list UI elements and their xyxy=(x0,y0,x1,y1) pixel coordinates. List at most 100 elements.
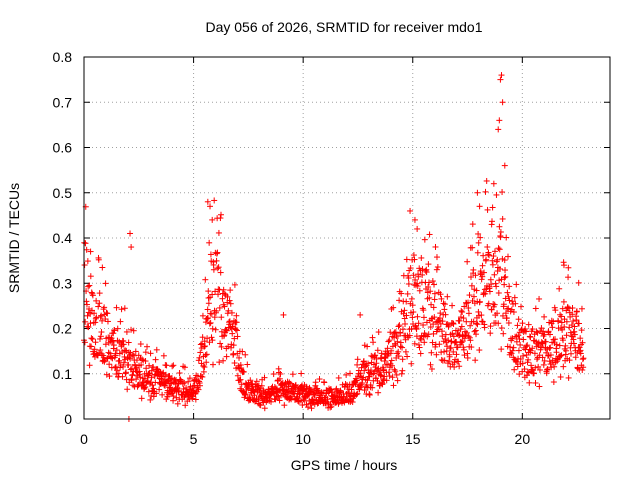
data-point xyxy=(88,343,95,350)
data-point xyxy=(192,396,199,403)
data-point xyxy=(89,336,96,343)
data-point xyxy=(179,380,186,387)
data-point xyxy=(496,246,503,253)
data-point xyxy=(450,348,457,355)
data-point xyxy=(515,347,522,354)
data-point xyxy=(495,290,502,297)
data-point xyxy=(505,293,512,300)
data-point xyxy=(491,301,498,308)
data-point xyxy=(505,319,512,326)
data-point xyxy=(560,337,567,344)
data-point xyxy=(220,286,227,293)
data-point xyxy=(468,282,475,289)
data-point xyxy=(130,382,137,389)
data-point xyxy=(308,405,315,412)
data-point xyxy=(484,206,491,213)
data-point xyxy=(394,377,401,384)
data-point xyxy=(357,370,364,377)
data-point xyxy=(242,391,249,398)
data-point xyxy=(168,380,175,387)
data-point xyxy=(496,117,503,124)
data-point xyxy=(206,239,213,246)
data-point xyxy=(231,360,238,367)
data-point xyxy=(480,290,487,297)
data-point xyxy=(458,339,465,346)
data-point xyxy=(431,296,438,303)
data-point xyxy=(381,373,388,380)
data-point xyxy=(96,335,103,342)
data-point xyxy=(209,337,216,344)
data-point xyxy=(479,262,486,269)
data-point xyxy=(286,379,293,386)
data-point xyxy=(170,397,177,404)
data-point xyxy=(535,363,542,370)
data-point xyxy=(142,358,149,365)
data-point xyxy=(411,340,418,347)
data-point xyxy=(182,402,189,409)
data-point xyxy=(466,292,473,299)
data-point xyxy=(407,265,414,272)
data-point xyxy=(105,349,112,356)
data-point xyxy=(508,350,515,357)
data-point xyxy=(303,385,310,392)
data-point xyxy=(480,252,487,259)
data-point xyxy=(444,293,451,300)
data-point xyxy=(346,370,353,377)
data-point xyxy=(110,342,117,349)
data-point xyxy=(468,274,475,281)
data-point xyxy=(432,243,439,250)
data-point xyxy=(138,361,145,368)
data-point xyxy=(550,379,557,386)
data-point xyxy=(417,350,424,357)
data-point xyxy=(442,335,449,342)
data-point xyxy=(223,327,230,334)
data-point xyxy=(399,344,406,351)
data-point xyxy=(232,326,239,333)
data-point xyxy=(152,356,159,363)
data-point xyxy=(386,373,393,380)
data-point xyxy=(328,403,335,410)
data-point xyxy=(88,335,95,342)
data-point xyxy=(116,357,123,364)
data-point xyxy=(490,180,497,187)
data-point xyxy=(567,329,574,336)
data-point xyxy=(441,357,448,364)
data-point xyxy=(495,245,502,252)
data-point xyxy=(225,343,232,350)
data-point xyxy=(547,344,554,351)
data-point xyxy=(425,279,432,286)
data-point xyxy=(404,353,411,360)
data-point xyxy=(460,315,467,322)
data-point xyxy=(489,257,496,264)
data-point xyxy=(420,322,427,329)
data-point xyxy=(461,303,468,310)
data-point xyxy=(491,271,498,278)
data-point xyxy=(426,294,433,301)
data-point xyxy=(93,314,100,321)
data-point xyxy=(489,204,496,211)
data-point xyxy=(435,323,442,330)
data-point xyxy=(343,371,350,378)
axis-ticks xyxy=(83,56,610,420)
data-point xyxy=(170,393,177,400)
data-point xyxy=(163,362,170,369)
data-point xyxy=(273,385,280,392)
data-point xyxy=(103,371,110,378)
data-point xyxy=(560,262,567,269)
data-point xyxy=(425,284,432,291)
data-point xyxy=(509,298,516,305)
data-point xyxy=(580,364,587,371)
data-point xyxy=(296,391,303,398)
data-point xyxy=(562,347,569,354)
data-point xyxy=(120,341,127,348)
data-point xyxy=(412,276,419,283)
data-point xyxy=(199,312,206,319)
data-point xyxy=(494,256,501,263)
data-point xyxy=(112,363,119,370)
data-point xyxy=(402,320,409,327)
data-point xyxy=(186,396,193,403)
data-point xyxy=(82,240,89,247)
data-point xyxy=(377,371,384,378)
data-point xyxy=(420,314,427,321)
data-point xyxy=(460,346,467,353)
